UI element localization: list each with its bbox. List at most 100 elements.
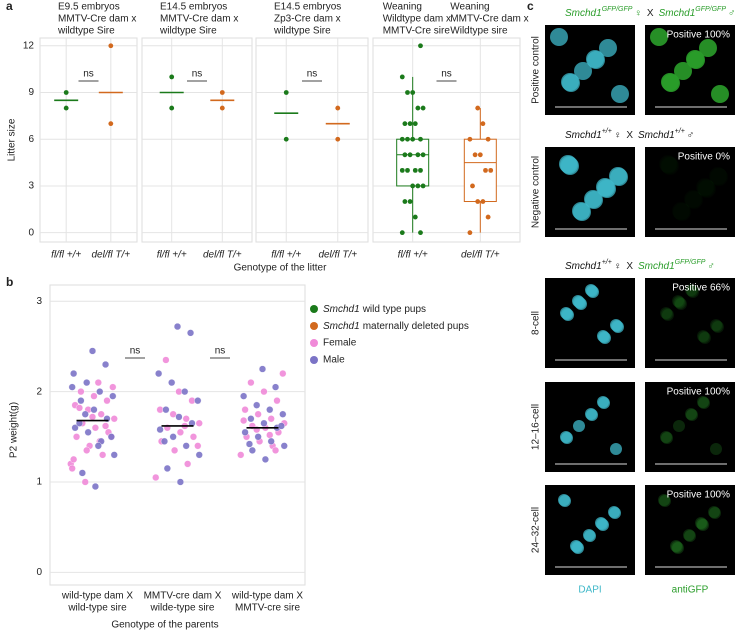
sex: ♂ [707,261,715,272]
data-point [240,392,248,400]
data-point [412,121,418,127]
cross-header: Smchd1+/+ ♀ X Smchd1GFP/GFP ♂ [565,259,715,272]
nucleus [599,39,617,57]
subplot-frame [141,37,253,243]
data-point [410,136,416,142]
legend-label: Male [323,355,345,366]
x-tick-label: del/fl T/+ [318,250,357,261]
data-point [267,415,275,423]
nucleus [560,307,572,319]
nucleus [708,506,720,518]
data-point [81,478,89,486]
data-point [266,406,274,414]
data-point [152,473,160,482]
positive-label: Positive 66% [672,283,730,294]
subplot-title: MMTV-Cre dam x [450,14,528,25]
y-tick-label: 1 [36,477,42,488]
allele: +/+ [602,128,612,135]
nucleus [710,443,722,455]
data-point [162,356,170,364]
data-point [475,105,481,111]
nucleus [711,320,723,332]
nucleus [685,284,697,296]
nucleus [585,284,597,296]
x-tick-label: MMTV-cre dam X [144,591,222,602]
data-point [97,410,105,418]
nucleus [661,308,673,320]
nucleus [674,297,686,309]
data-point [70,455,78,463]
data-point [412,167,418,173]
subplot-title: wildtype Sire [159,26,217,37]
data-point [261,455,270,463]
data-point [108,43,114,49]
nucleus [683,529,695,541]
data-point [253,401,261,409]
data-point [71,424,79,432]
subplot-title: E9.5 embryos [58,2,120,13]
data-point [156,425,164,434]
data-point [266,431,274,439]
data-point [399,136,405,142]
data-point [467,230,473,236]
nucleus [697,519,709,531]
legend-marker [310,356,318,364]
data-point [162,406,170,414]
allele: GFP/GFP [675,259,706,266]
data-point [194,397,202,405]
nucleus [670,540,682,552]
data-point [477,152,483,158]
nucleus [660,307,672,319]
data-point [254,433,262,441]
x-axis-label: Genotype of the parents [111,620,218,631]
subplot-title: wildtype Sire [57,26,115,37]
x-tick-label: fl/fl +/+ [398,250,428,261]
subplot-title: MMTV-Cre dam x [160,14,238,25]
nucleus [674,62,692,80]
data-point [420,152,426,158]
data-point [271,383,280,391]
subplot-title: Zp3-Cre dam x [274,14,341,25]
cross-symbol: X [647,8,654,19]
data-point [83,378,91,387]
nucleus [661,73,679,91]
data-point [475,199,481,204]
data-point [415,152,421,158]
nucleus [574,62,592,80]
y-tick-label: 6 [28,134,34,145]
subplot-frame [372,37,521,243]
y-axis-label: Litter size [7,118,18,161]
data-point [405,90,410,95]
nucleus [686,285,698,297]
nucleus [573,420,585,432]
data-point [260,388,268,396]
data-point [418,43,423,49]
y-tick-label: 12 [23,40,35,51]
data-point [402,121,408,127]
data-point [405,167,410,173]
annotation: ns [192,69,203,80]
nucleus [712,321,724,333]
nucleus [696,518,708,530]
legend-label: Smchd1 maternally deleted pups [323,321,469,332]
nucleus [550,28,568,46]
nucleus [572,295,584,307]
data-point [83,446,91,454]
data-point [335,105,341,111]
positive-label: Positive 100% [667,387,730,398]
nucleus [584,190,602,208]
data-point [103,397,111,405]
data-point [480,199,486,204]
column-label: DAPI [578,585,601,596]
nucleus [661,432,673,444]
nucleus [698,331,710,343]
data-point [420,183,426,189]
data-point [88,413,97,421]
data-point [176,428,185,436]
data-point [91,482,100,491]
x-tick-label: fl/fl +/+ [157,250,187,261]
y-tick-label: 0 [36,567,42,578]
micrograph [545,382,635,472]
legend-label: Smchd1 wild type pups [323,304,426,315]
data-point [163,464,171,473]
